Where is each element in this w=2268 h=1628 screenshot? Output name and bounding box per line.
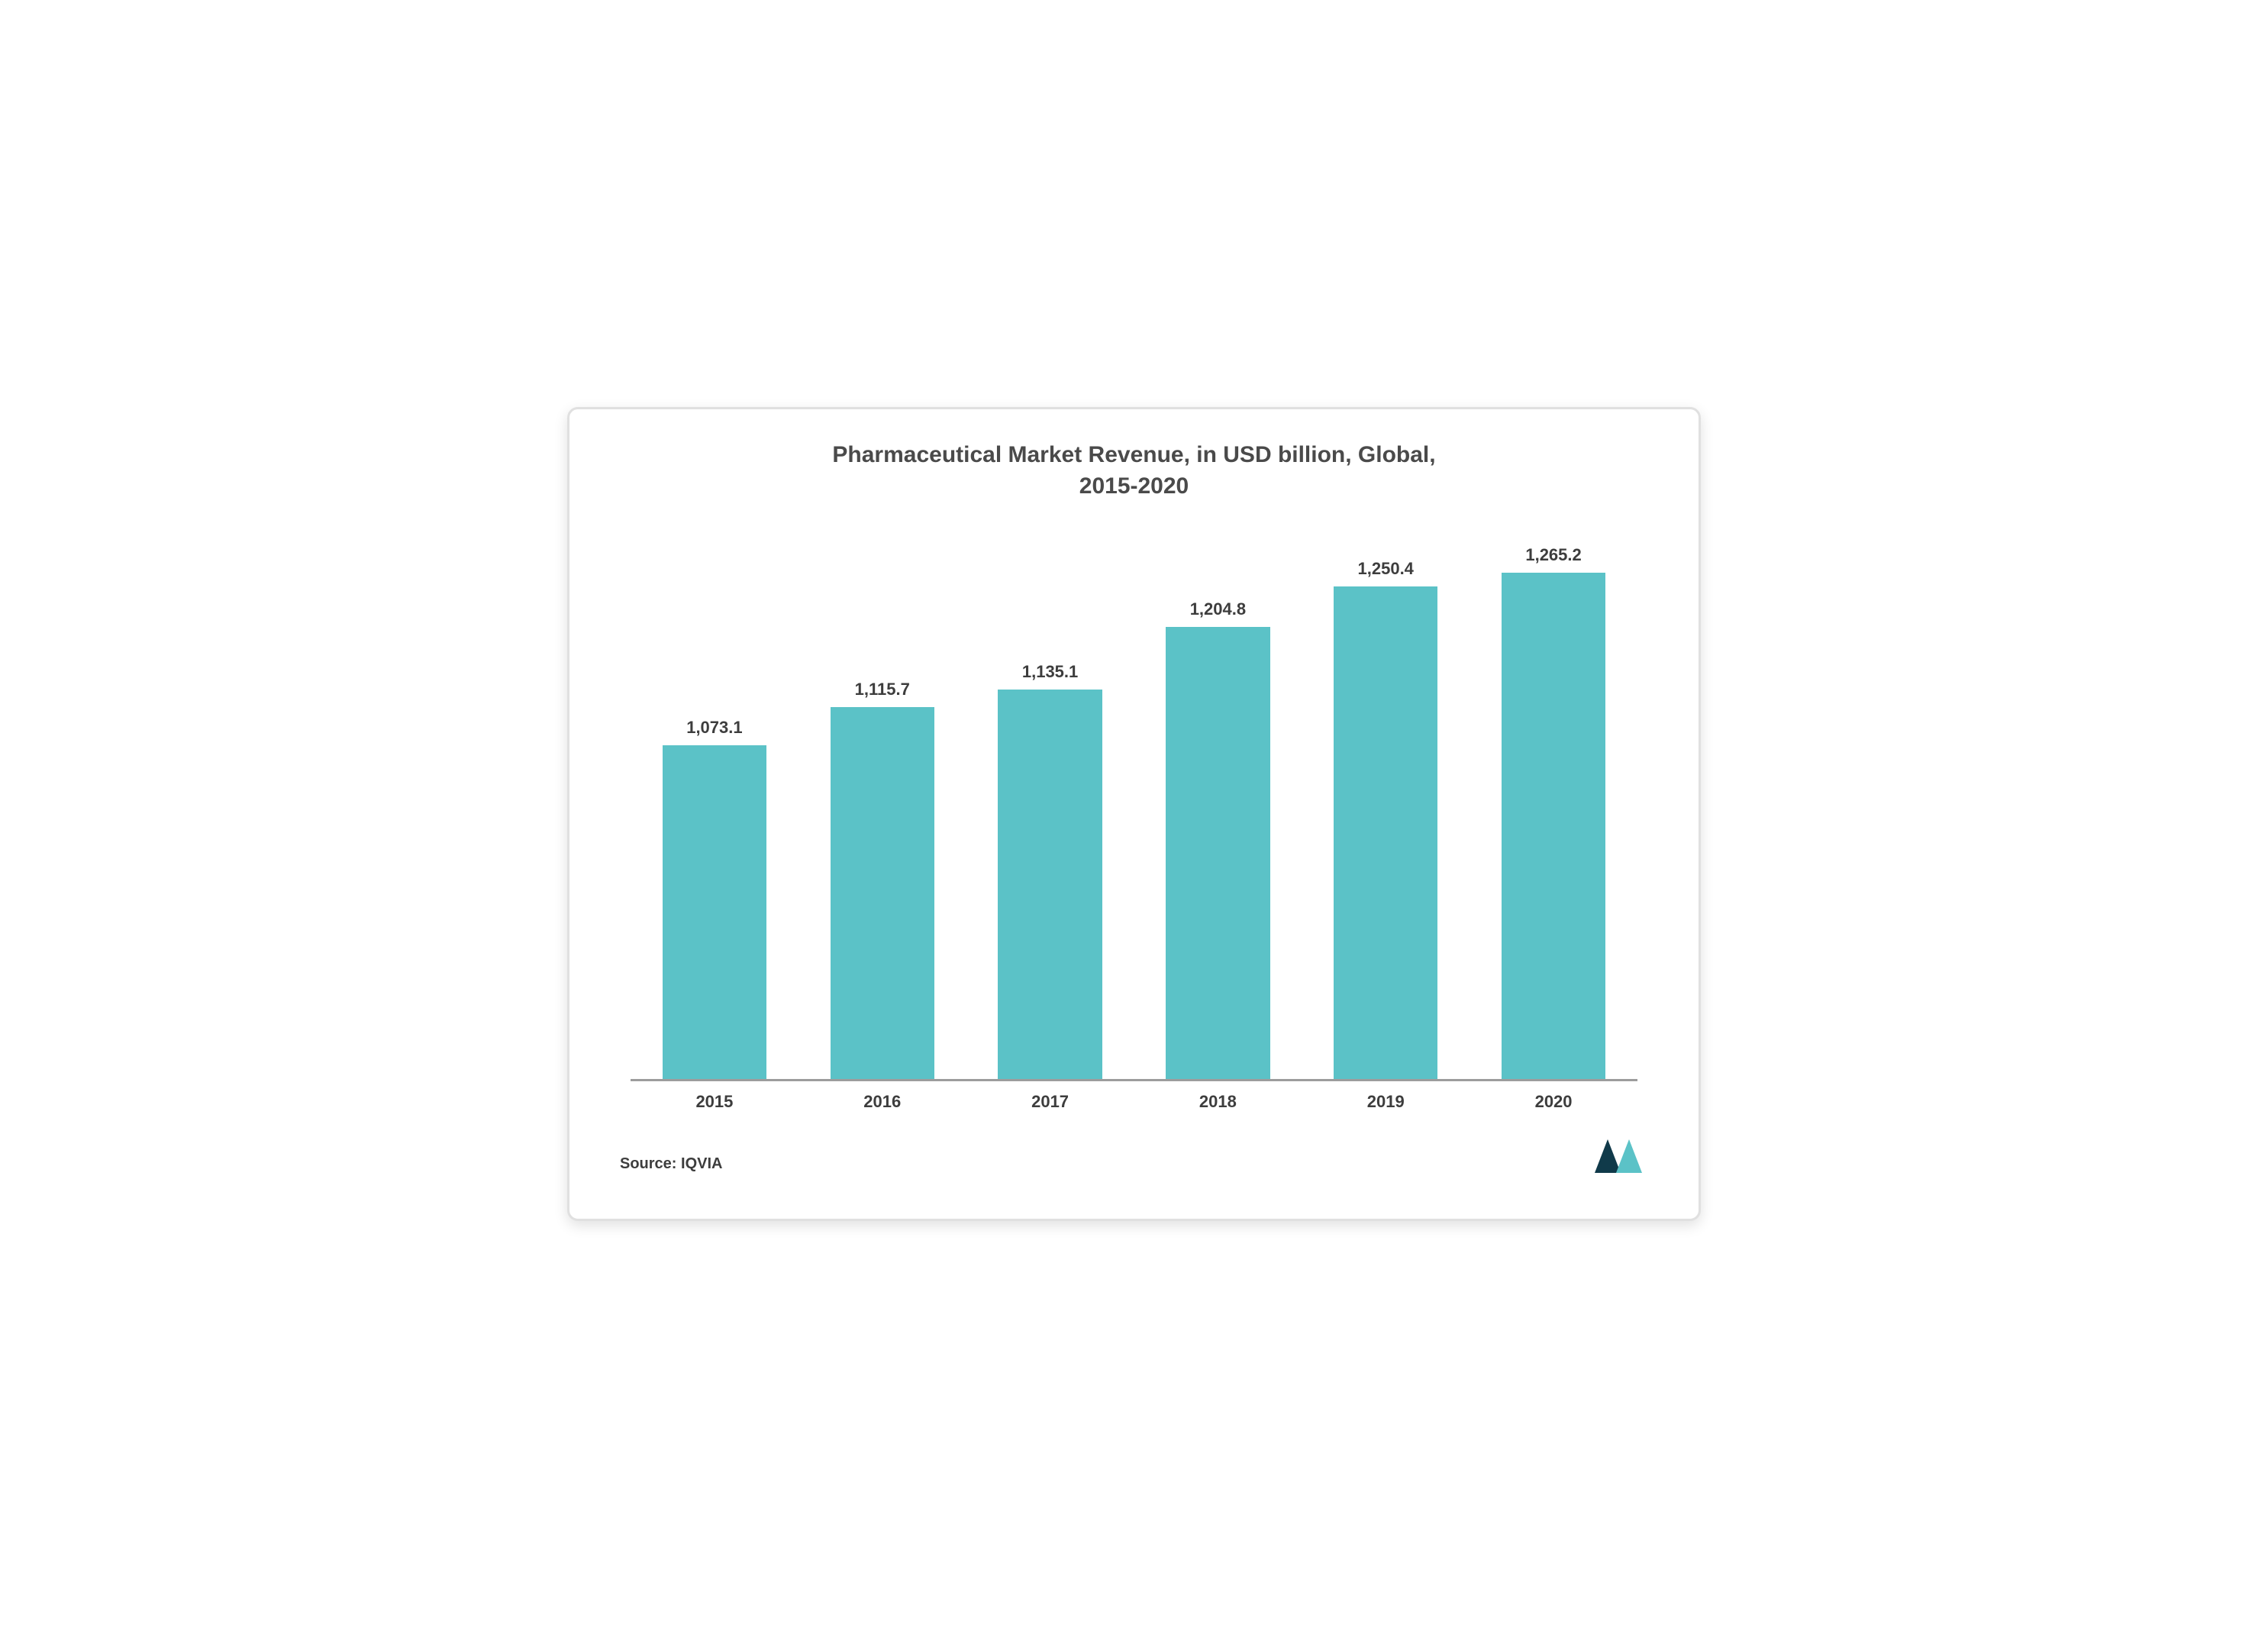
- bar: [998, 690, 1102, 1079]
- bar-value-label: 1,135.1: [1022, 662, 1078, 682]
- bar-value-label: 1,265.2: [1525, 545, 1581, 565]
- bar: [1334, 586, 1437, 1079]
- bar-group: 1,135.1: [966, 525, 1134, 1079]
- bar: [831, 707, 934, 1079]
- bar-group: 1,204.8: [1134, 525, 1302, 1079]
- bar: [663, 745, 766, 1079]
- bar: [1502, 573, 1605, 1079]
- x-axis-label: 2017: [966, 1092, 1134, 1112]
- x-axis-label: 2016: [798, 1092, 966, 1112]
- bar-group: 1,115.7: [798, 525, 966, 1079]
- bar-value-label: 1,250.4: [1358, 559, 1414, 579]
- bar-value-label: 1,115.7: [855, 680, 910, 699]
- bar: [1166, 627, 1269, 1079]
- bar-group: 1,265.2: [1470, 525, 1637, 1079]
- chart-card: Pharmaceutical Market Revenue, in USD bi…: [567, 407, 1701, 1221]
- bar-value-label: 1,073.1: [686, 718, 742, 738]
- bar-value-label: 1,204.8: [1190, 599, 1246, 619]
- brand-logo: [1595, 1139, 1648, 1173]
- chart-title-line-2: 2015-2020: [615, 471, 1653, 502]
- bar-group: 1,073.1: [631, 525, 798, 1079]
- source-citation: Source: IQVIA: [620, 1155, 722, 1173]
- chart-title-line-1: Pharmaceutical Market Revenue, in USD bi…: [615, 440, 1653, 471]
- bar-group: 1,250.4: [1302, 525, 1470, 1079]
- x-axis-label: 2020: [1470, 1092, 1637, 1112]
- plot-area: 1,073.1 1,115.7 1,135.1 1,204.8 1,250.4 1,265…: [615, 525, 1653, 1079]
- x-axis-labels: 201520162017201820192020: [615, 1081, 1653, 1112]
- chart-title: Pharmaceutical Market Revenue, in USD bi…: [615, 440, 1653, 502]
- x-axis-label: 2015: [631, 1092, 798, 1112]
- x-axis-label: 2018: [1134, 1092, 1302, 1112]
- x-axis-label: 2019: [1302, 1092, 1470, 1112]
- chart-footer: Source: IQVIA: [615, 1139, 1653, 1173]
